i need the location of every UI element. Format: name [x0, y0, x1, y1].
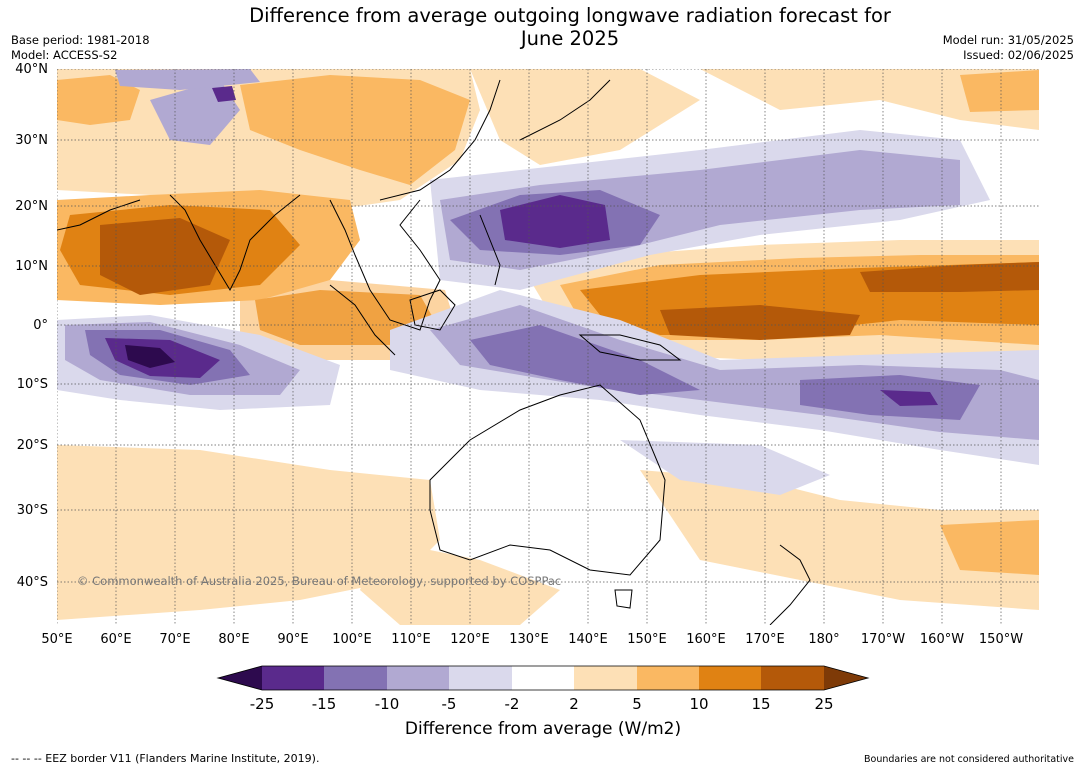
- lat-label: 30°S: [16, 503, 48, 518]
- lat-label: 20°N: [15, 199, 48, 214]
- map-title-line2: June 2025: [520, 27, 620, 50]
- coast-arabia: [57, 199, 141, 231]
- colorbar-label: 2: [569, 695, 579, 713]
- model-run: Model run: 31/05/2025: [942, 33, 1074, 47]
- colorbar-label: -5: [441, 695, 457, 713]
- coast-philippines: [479, 214, 501, 286]
- lat-label: 20°S: [16, 438, 48, 453]
- issued-date: Issued: 02/06/2025: [963, 48, 1074, 62]
- anomaly-south-pacific-warm2: [940, 520, 1039, 575]
- colorbar-swatch-8: [699, 666, 761, 690]
- lat-label: 40°S: [16, 575, 48, 590]
- anomaly-japan-warm: [470, 69, 700, 165]
- anomaly-aus-north-cool: [620, 440, 830, 495]
- lon-label: 120°E: [450, 632, 490, 647]
- lon-label: 150°E: [627, 632, 667, 647]
- coast-sumatra: [329, 284, 396, 356]
- colorbar-title: Difference from average (W/m2): [404, 719, 682, 739]
- coast-australia: [429, 384, 666, 576]
- coast-tasmania: [614, 589, 633, 609]
- coast-new-zealand: [769, 544, 811, 625]
- coast-india: [169, 194, 301, 292]
- coast-newguinea: [578, 334, 682, 361]
- meta-left: Base period: 1981-2018 Model: ACCESS-S2: [11, 33, 150, 63]
- anomaly-pacific-north-warm2: [960, 70, 1039, 112]
- anomaly-tibet-cool-core: [212, 86, 236, 102]
- colorbar-outline: [216, 665, 870, 691]
- colorbar-label: 10: [689, 695, 709, 713]
- lat-label: 30°N: [15, 133, 48, 148]
- lat-label: 10°N: [15, 259, 48, 274]
- colorbar-label: -25: [249, 695, 275, 713]
- lon-label: 150°W: [978, 632, 1024, 647]
- colorbar-swatch-4: [449, 666, 512, 690]
- lon-label: 160°E: [686, 632, 726, 647]
- anomaly-south-pacific-warm: [640, 470, 1039, 610]
- graticule: [57, 69, 1039, 625]
- coast-southeast-asia: [329, 199, 441, 331]
- lat-label: 40°N: [15, 62, 48, 77]
- colorbar-label: 5: [632, 695, 642, 713]
- colorbar-swatch-5: [512, 666, 574, 690]
- coast-japan: [519, 79, 611, 141]
- map-title: Difference from average outgoing longwav…: [0, 4, 1085, 50]
- coast-borneo: [409, 289, 456, 331]
- colorbar-swatch-7: [637, 666, 699, 690]
- colorbar-swatch-6: [574, 666, 637, 690]
- lon-label: 140°E: [568, 632, 608, 647]
- colorbar-label: 15: [751, 695, 771, 713]
- boundary-disclaimer: Boundaries are not considered authoritat…: [864, 754, 1074, 765]
- anomaly-pacific-eq-warm-core1: [660, 305, 860, 340]
- colorbar-label: -15: [311, 695, 337, 713]
- map-title-line1: Difference from average outgoing longwav…: [249, 4, 891, 27]
- lon-label: 60°E: [100, 632, 132, 647]
- anomaly-himalaya-cool: [115, 69, 260, 90]
- anomaly-mc-cool-inner: [470, 325, 700, 395]
- lon-label: 130°E: [509, 632, 549, 647]
- colorbar-swatch-9: [761, 666, 824, 690]
- coast-china: [379, 79, 501, 201]
- lon-label: 100°E: [332, 632, 372, 647]
- anomaly-himalaya-warm: [57, 75, 140, 125]
- eez-note: -- -- -- EEZ border V11 (Flanders Marine…: [11, 752, 320, 765]
- model-name: Model: ACCESS-S2: [11, 48, 118, 62]
- lon-label: 70°E: [159, 632, 191, 647]
- anomaly-south-tasman-warm: [360, 540, 560, 625]
- anomaly-wpac-cool-core: [500, 195, 610, 248]
- colorbar-max-arrow: [824, 666, 868, 690]
- lat-label: 0°: [33, 318, 48, 333]
- colorbar-label: 25: [814, 695, 834, 713]
- anomaly-pacific-north-warm: [700, 69, 1039, 130]
- lon-label: 90°E: [277, 632, 309, 647]
- colorbar-swatch-2: [324, 666, 387, 690]
- anomaly-pacific-eq-warm-core2: [860, 262, 1039, 292]
- lon-label: 160°W: [919, 632, 965, 647]
- lon-label: 110°E: [391, 632, 431, 647]
- anomaly-india-warm-core: [100, 218, 230, 295]
- lon-label: 170°E: [745, 632, 785, 647]
- lon-label: 80°E: [218, 632, 250, 647]
- copyright-notice: © Commonwealth of Australia 2025, Bureau…: [77, 574, 562, 588]
- anomaly-spcz-cool-core: [880, 390, 938, 406]
- colorbar-label: -10: [374, 695, 400, 713]
- lat-label: 10°S: [16, 377, 48, 392]
- colorbar-label: -2: [504, 695, 520, 713]
- anomaly-south-indian-warm: [57, 445, 440, 620]
- colorbar-min-arrow: [218, 666, 262, 690]
- base-period: Base period: 1981-2018: [11, 33, 150, 47]
- lon-label: 170°W: [860, 632, 906, 647]
- lon-label: 50°E: [41, 632, 73, 647]
- anomaly-china-warm: [240, 75, 470, 185]
- anomaly-sw-indian-cool-peak: [125, 345, 175, 368]
- colorbar-swatch-3: [387, 666, 449, 690]
- colorbar-swatch-1: [262, 666, 324, 690]
- meta-right: Model run: 31/05/2025 Issued: 02/06/2025: [943, 33, 1074, 63]
- lon-label: 180°: [808, 632, 840, 647]
- colorbar: [216, 665, 870, 691]
